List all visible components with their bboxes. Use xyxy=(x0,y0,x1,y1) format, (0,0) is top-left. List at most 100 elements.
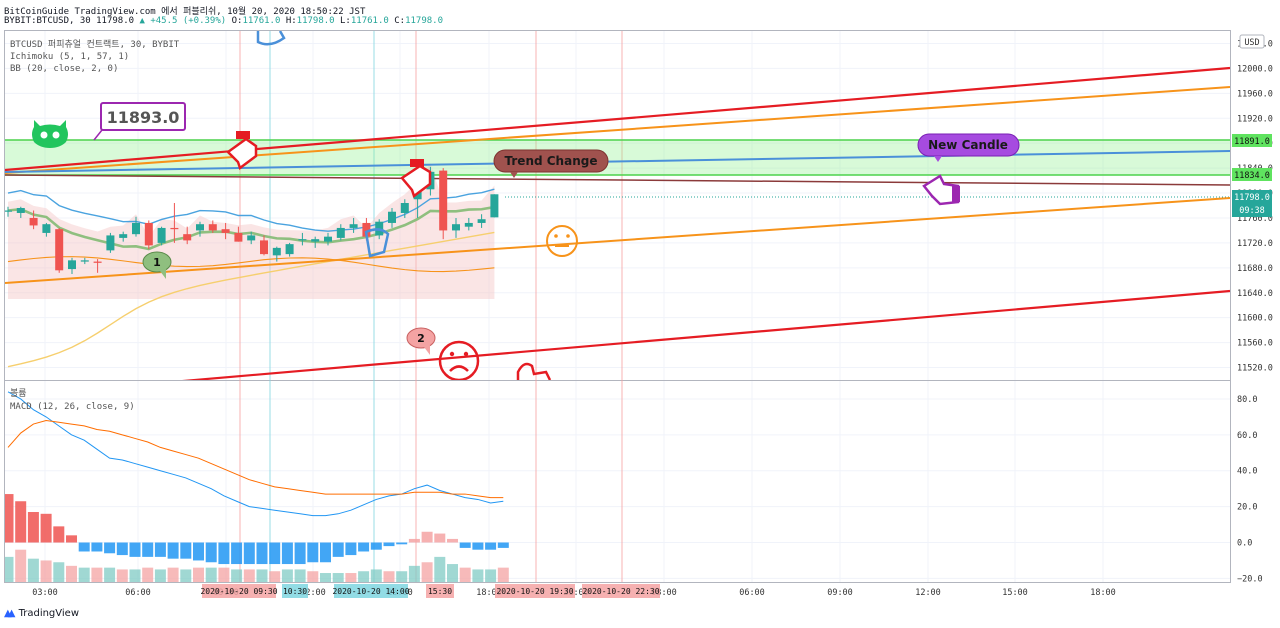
histogram-bar xyxy=(66,535,77,543)
histogram-bar xyxy=(370,542,382,550)
time-range-tags: 2020-10-20 09:30 10:30 2020-10-20 14:00 15:… xyxy=(200,584,660,598)
price-tick-label: 11920.0 xyxy=(1237,114,1273,124)
thumb-up-icon-top[interactable] xyxy=(256,31,286,46)
trend-change-label[interactable]: Trend Change xyxy=(493,149,609,178)
brown-trendline[interactable] xyxy=(5,174,1230,186)
volume-bar xyxy=(104,567,116,582)
volume-bar xyxy=(15,549,27,582)
volume-bars xyxy=(5,549,509,582)
volume-bar xyxy=(27,558,39,582)
macd-tick-label: 60.0 xyxy=(1237,431,1257,441)
time-tag-bg xyxy=(202,584,276,598)
time-tag-bg xyxy=(426,584,454,598)
candle-body xyxy=(324,236,332,242)
candle-body xyxy=(170,227,179,230)
time-tag-bg xyxy=(334,584,408,598)
upper-red-trendline[interactable] xyxy=(5,66,1230,172)
histogram-bar xyxy=(243,542,255,565)
hand-pointer-icon-bottom[interactable] xyxy=(516,362,552,380)
volume-bar xyxy=(294,569,306,582)
histogram-bar xyxy=(447,538,458,543)
candle-body xyxy=(490,194,499,218)
signal-line xyxy=(7,419,504,499)
blue-trendline[interactable] xyxy=(5,150,1230,173)
thumb-up-icon-purple[interactable] xyxy=(922,174,960,206)
price-tick-label: 11960.0 xyxy=(1237,89,1273,99)
volume-bar xyxy=(243,569,255,582)
candle-body xyxy=(311,239,320,242)
candle-body xyxy=(93,261,102,263)
volume-bar xyxy=(358,571,370,582)
histogram-bar xyxy=(281,542,293,565)
volume-bar xyxy=(332,573,344,582)
tradingview-icon: ▲ xyxy=(4,608,12,619)
histogram-bar xyxy=(193,542,204,561)
volume-bar xyxy=(5,556,14,582)
bubble-2[interactable]: 2 xyxy=(406,327,436,355)
histogram-bar xyxy=(154,542,166,557)
thumb-down-icon-left[interactable] xyxy=(226,131,258,171)
volume-bar xyxy=(142,567,154,582)
thumb-up-icon-blue[interactable] xyxy=(364,228,390,258)
tradingview-logo[interactable]: ▲▲ TradingView xyxy=(4,608,80,619)
candle-body xyxy=(68,260,76,270)
volume-bar xyxy=(447,564,458,582)
candle-body xyxy=(80,260,89,262)
volume-bar xyxy=(345,573,357,582)
candle-body xyxy=(247,235,256,241)
bubble-1[interactable]: 1 xyxy=(142,251,172,279)
svg-text:1: 1 xyxy=(153,256,161,269)
candle-body xyxy=(400,203,409,213)
bb-legend[interactable]: BB (20, close, 2, 0) xyxy=(10,64,118,74)
macd-histogram xyxy=(5,494,509,565)
histogram-bar xyxy=(434,533,446,543)
volume-bar xyxy=(421,562,433,582)
volume-legend[interactable]: 볼륨 xyxy=(10,388,27,399)
time-tick-label: 06:00 xyxy=(739,588,765,598)
currency-badge[interactable] xyxy=(1239,34,1265,49)
volume-bar xyxy=(396,571,408,582)
thumb-down-icon-mid[interactable] xyxy=(400,159,432,199)
volume-bar xyxy=(434,556,446,582)
macd-axis[interactable]: 80.0 60.0 40.0 20.0 0.0 −20.0 xyxy=(1237,395,1263,584)
upper-orange-trendline[interactable] xyxy=(5,86,1230,174)
histogram-bar xyxy=(142,542,154,557)
ichimoku-lagging-line xyxy=(7,256,495,273)
volume-bar xyxy=(91,567,103,582)
volume-bar xyxy=(180,569,192,582)
histogram-bar xyxy=(472,542,484,550)
volume-bar xyxy=(408,565,420,582)
github-cat-icon[interactable] xyxy=(32,120,68,148)
zone-top-price-tag: 11891.0 xyxy=(1232,134,1272,147)
volume-bar xyxy=(320,573,331,582)
sad-face-icon[interactable] xyxy=(438,340,480,380)
macd-tick-label: 0.0 xyxy=(1237,539,1252,549)
macd-legend[interactable]: MACD (12, 26, close, 9) xyxy=(10,402,135,412)
symbol: BYBIT:BTCUSD, 30 xyxy=(4,16,91,26)
time-tick-label: 15:00 xyxy=(1002,588,1028,598)
candle-body xyxy=(119,234,128,238)
main-legend[interactable]: BTCUSD 퍼피츄얼 컨트랙트, 30, BYBIT xyxy=(10,39,180,50)
time-tick-label: 09:00 xyxy=(827,588,853,598)
ichimoku-legend[interactable]: Ichimoku (5, 1, 57, 1) xyxy=(10,52,129,62)
histogram-bar xyxy=(332,542,344,557)
currency-label: USD xyxy=(1244,38,1259,48)
volume-bar xyxy=(116,569,128,582)
publish-info: BitCoinGuide TradingView.com 에서 퍼블리쉬, 10… xyxy=(4,7,366,17)
histogram-bar xyxy=(180,542,192,559)
price-label-callout[interactable]: 11893.0 xyxy=(93,102,186,141)
new-candle-label[interactable]: New Candle xyxy=(917,133,1020,162)
neutral-face-icon[interactable] xyxy=(546,225,578,257)
volume-bar xyxy=(129,569,141,582)
lower-orange-trendline[interactable] xyxy=(5,197,1230,284)
candle-body xyxy=(106,235,115,251)
histogram-bar xyxy=(218,542,230,565)
candle-body xyxy=(272,247,281,256)
candle-body xyxy=(5,210,12,212)
lower-red-trendline[interactable] xyxy=(160,289,1230,383)
candle-body xyxy=(413,190,422,200)
candle-body xyxy=(388,211,396,223)
volume-bar xyxy=(485,569,497,582)
volume-bar xyxy=(66,565,77,582)
